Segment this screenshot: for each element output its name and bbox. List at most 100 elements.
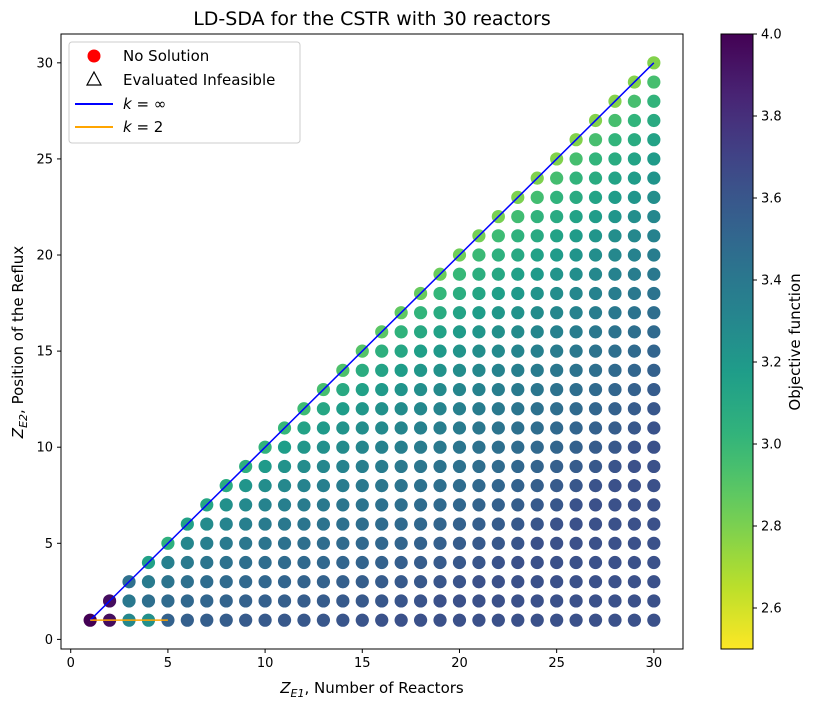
data-point	[491, 267, 505, 281]
data-point	[413, 306, 428, 320]
data-point	[452, 575, 467, 589]
data-point	[394, 459, 408, 474]
data-point	[491, 555, 505, 570]
data-point	[627, 344, 642, 358]
data-point	[511, 440, 525, 454]
data-point	[608, 421, 622, 435]
data-point	[647, 190, 661, 204]
x-tick-label: 0	[67, 656, 75, 671]
data-point	[394, 479, 408, 493]
data-point	[452, 517, 467, 531]
data-point	[336, 575, 350, 589]
data-point	[355, 459, 369, 474]
data-point	[569, 459, 583, 474]
data-point	[491, 421, 505, 435]
data-point	[180, 536, 194, 550]
data-point	[122, 594, 136, 608]
data-point	[608, 613, 622, 627]
colorbar-tick-label: 3.6	[761, 192, 782, 207]
data-point	[627, 171, 642, 185]
colorbar-tick-label: 2.6	[761, 602, 782, 617]
data-point	[550, 402, 564, 416]
data-point	[491, 536, 505, 550]
data-point	[258, 575, 272, 589]
data-point	[550, 267, 564, 281]
data-point	[569, 575, 583, 589]
data-point	[647, 152, 661, 166]
data-point	[608, 363, 622, 377]
data-point	[511, 517, 525, 531]
data-point	[277, 594, 292, 608]
data-point	[375, 575, 389, 589]
data-point	[258, 498, 272, 512]
data-point	[608, 344, 622, 358]
data-point	[647, 421, 661, 435]
chart-title: LD-SDA for the CSTR with 30 reactors	[193, 8, 551, 30]
data-point	[530, 382, 544, 397]
data-point	[530, 209, 544, 224]
data-point	[569, 517, 583, 531]
data-point	[588, 306, 603, 320]
data-point	[647, 286, 661, 301]
data-point	[219, 517, 233, 531]
y-tick-label: 25	[36, 152, 53, 167]
colorbar-tick-label: 3.2	[761, 356, 782, 371]
data-point	[394, 325, 408, 339]
data-point	[219, 555, 233, 570]
data-point	[647, 248, 661, 262]
data-point	[219, 536, 233, 550]
data-point	[200, 594, 214, 608]
data-point	[608, 209, 622, 224]
data-point	[627, 190, 642, 204]
data-point	[413, 459, 428, 474]
data-point	[511, 536, 525, 550]
data-point	[647, 517, 661, 531]
data-point	[141, 594, 156, 608]
data-point	[394, 382, 408, 397]
data-point	[433, 421, 447, 435]
data-point	[511, 286, 525, 301]
data-point	[297, 613, 311, 627]
data-point	[530, 306, 544, 320]
data-point	[550, 190, 564, 204]
data-point	[472, 248, 486, 262]
data-point	[530, 286, 544, 301]
data-point	[258, 555, 272, 570]
data-point	[433, 344, 447, 358]
data-point	[588, 209, 603, 224]
data-point	[297, 440, 311, 454]
data-point	[452, 459, 467, 474]
data-point	[511, 594, 525, 608]
data-point	[239, 594, 253, 608]
data-point	[355, 594, 369, 608]
data-point	[472, 459, 486, 474]
data-point	[569, 382, 583, 397]
data-point	[200, 517, 214, 531]
y-tick-label: 20	[36, 249, 53, 264]
data-point	[608, 229, 622, 243]
data-point	[336, 479, 350, 493]
data-point	[608, 402, 622, 416]
data-point	[336, 421, 350, 435]
data-point	[394, 440, 408, 454]
data-point	[608, 267, 622, 281]
data-point	[569, 248, 583, 262]
data-point	[336, 459, 350, 474]
data-point	[413, 613, 428, 627]
y-tick-label: 30	[36, 56, 53, 71]
x-axis-label-subscript: E1	[291, 687, 305, 700]
data-point	[588, 133, 603, 147]
data-point	[627, 459, 642, 474]
data-point	[413, 479, 428, 493]
data-point	[530, 344, 544, 358]
data-point	[258, 459, 272, 474]
data-point	[647, 613, 661, 627]
y-tick-label: 5	[45, 537, 53, 552]
data-point	[394, 421, 408, 435]
data-point	[608, 498, 622, 512]
data-point	[277, 575, 292, 589]
data-point	[569, 229, 583, 243]
data-point	[647, 94, 661, 108]
data-point	[277, 479, 292, 493]
